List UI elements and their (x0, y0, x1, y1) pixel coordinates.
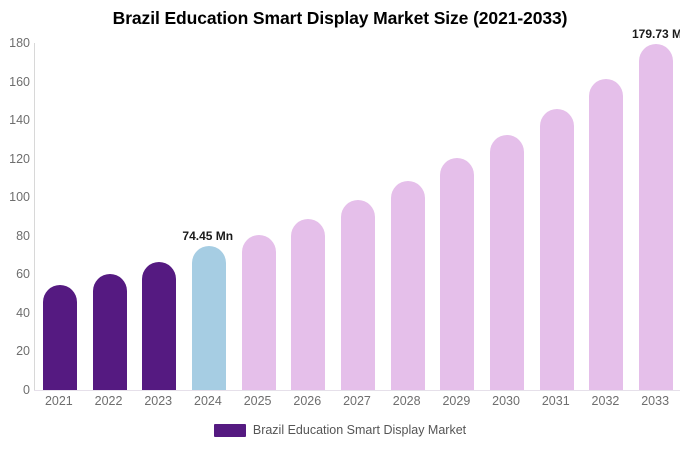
plot-area (34, 43, 680, 391)
bar (539, 108, 574, 390)
bar (589, 78, 624, 390)
y-axis-tick-label: 20 (16, 344, 30, 359)
y-axis-tick-label: 120 (9, 151, 30, 166)
x-axis-tick-label: 2028 (392, 394, 421, 408)
x-axis-tick-label: 2030 (492, 394, 520, 408)
legend-label: Brazil Education Smart Display Market (252, 423, 467, 438)
y-axis-tick-label: 40 (16, 305, 30, 320)
bar (341, 199, 375, 390)
bar (440, 158, 475, 390)
bars-layer (34, 43, 680, 391)
x-axis-tick-label: 2032 (591, 394, 620, 408)
bar (142, 262, 177, 390)
bar (92, 274, 127, 390)
y-axis-tick-label: 80 (16, 228, 30, 243)
y-axis-line (34, 43, 35, 390)
y-axis-tick-label: 180 (9, 35, 30, 50)
data-label: 74.45 Mn (182, 229, 234, 244)
bar (639, 43, 674, 390)
x-axis-tick-label: 2027 (343, 394, 371, 408)
y-axis-tick-label: 140 (9, 112, 30, 127)
x-axis-tick-label: 2025 (243, 394, 272, 408)
x-axis-tick-label: 2026 (293, 394, 322, 408)
data-label: 179.73 Mn (632, 26, 680, 41)
x-axis-tick-label: 2021 (44, 394, 73, 408)
y-axis-tick-label: 160 (9, 74, 30, 89)
x-axis-tick-labels: 2021 2022 2023 2024 2025 2026 2027 2028 2029 2030… (34, 394, 680, 414)
bar (390, 180, 425, 390)
bar (241, 235, 276, 390)
bar (490, 134, 525, 390)
x-axis-tick-label: 2031 (541, 394, 570, 408)
y-axis-tick-label: 60 (16, 267, 30, 282)
x-axis-tick-label: 2023 (144, 394, 173, 408)
x-axis-tick-label: 2024 (194, 394, 222, 408)
x-axis-tick-label: 2022 (94, 394, 123, 408)
x-axis-tick-label: 2029 (442, 394, 471, 408)
y-axis-tick-label: 100 (9, 189, 30, 204)
y-axis-tick-label: 0 (23, 382, 30, 397)
chart-legend: Brazil Education Smart Display Market (0, 424, 680, 437)
bar (42, 285, 77, 390)
chart-title: Brazil Education Smart Display Market Si… (112, 8, 568, 28)
y-axis-tick-labels: 0 20 40 60 80 100 120 140 160 180 (0, 37, 30, 396)
legend-swatch (213, 424, 246, 437)
x-axis-line (34, 390, 680, 391)
bar (291, 219, 326, 390)
bar (191, 246, 226, 390)
x-axis-tick-label: 2033 (641, 394, 670, 408)
